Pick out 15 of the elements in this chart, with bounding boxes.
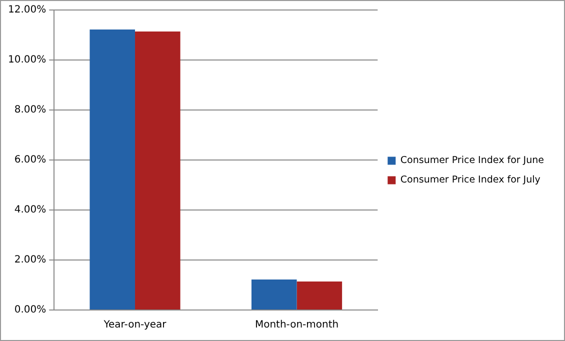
y-tick-label: 4.00% — [14, 204, 46, 216]
y-tick-label: 12.00% — [8, 4, 46, 16]
y-tick-label: 10.00% — [8, 54, 46, 66]
x-tick-label: Year-on-year — [102, 320, 168, 331]
bar — [251, 280, 297, 310]
x-tick-label: Month-on-month — [254, 320, 339, 331]
y-tick-label: 8.00% — [14, 104, 46, 116]
y-tick-label: 0.00% — [14, 304, 46, 316]
bar — [90, 30, 136, 310]
y-tick-label: 6.00% — [14, 154, 46, 166]
bar — [296, 282, 342, 310]
bar — [135, 32, 180, 310]
legend-label: Consumer Price Index for June — [400, 155, 544, 166]
legend-label: Consumer Price Index for July — [400, 174, 541, 186]
y-tick-label: 2.00% — [14, 254, 46, 266]
